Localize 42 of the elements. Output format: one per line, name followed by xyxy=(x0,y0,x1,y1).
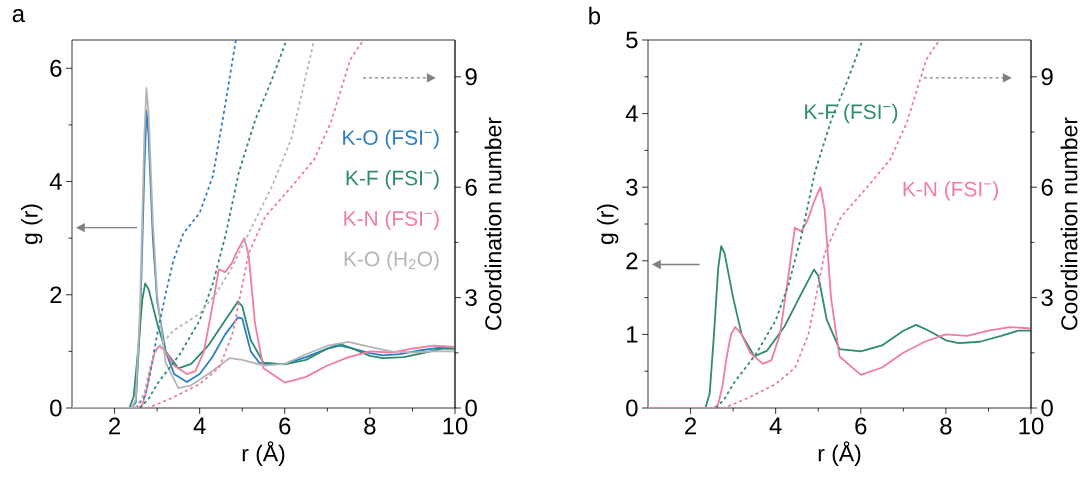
y2-tick-label: 0 xyxy=(1041,399,1053,417)
text: K-F (FSI$^{−}$) xyxy=(346,170,439,190)
x-tick-label: 6 xyxy=(855,417,867,435)
y2-axis-title: Coordination number xyxy=(484,117,502,330)
y-tick-label: 0 xyxy=(50,399,62,417)
x-tick-label: 10 xyxy=(443,417,468,435)
y-tick-label: 2 xyxy=(626,252,638,270)
chart-title: b xyxy=(589,6,601,25)
x-axis-title: r (Å) xyxy=(818,441,861,467)
x-tick-label: 8 xyxy=(940,417,952,435)
x-tick-label: 4 xyxy=(769,417,782,434)
chart-title: a xyxy=(12,9,26,23)
x-tick-label: 6 xyxy=(279,417,291,435)
y2-tick-label: 6 xyxy=(1041,178,1053,196)
x-tick-label: 2 xyxy=(685,417,697,435)
y-tick-label: 6 xyxy=(50,59,62,77)
text: K-N (FSI$^{−}$) xyxy=(903,181,998,201)
y-axis-title: g (r) xyxy=(21,204,43,245)
x-tick-label: 8 xyxy=(364,417,376,435)
y2-tick-label: 3 xyxy=(465,289,477,307)
y2-tick-label: 3 xyxy=(1041,289,1053,307)
y-tick-label: 3 xyxy=(626,178,638,196)
text: K-F (FSI$^{−}$) xyxy=(805,103,898,124)
text: K-O (H$_{2}$O) xyxy=(344,251,439,271)
y-tick-label: 0 xyxy=(626,399,638,417)
text: K-O (FSI$^{−}$) xyxy=(343,129,439,150)
x-tick-label: 2 xyxy=(109,417,120,435)
y-tick-label: 5 xyxy=(626,31,638,49)
y2-tick-label: 9 xyxy=(1041,68,1053,86)
x-tick-label: 10 xyxy=(1019,417,1044,435)
y2-tick-label: 9 xyxy=(465,68,477,86)
y-tick-label: 1 xyxy=(627,326,638,343)
y2-tick-label: 6 xyxy=(465,178,477,196)
y-axis-title: g (r) xyxy=(597,204,619,245)
y2-axis-title: Coordination number xyxy=(1060,117,1078,330)
x-tick-label: 4 xyxy=(193,417,206,434)
y2-tick-label: 0 xyxy=(465,399,477,417)
y-tick-label: 4 xyxy=(49,173,62,190)
text: K-N (FSI$^{−}$) xyxy=(344,210,439,231)
x-axis-title: r (Å) xyxy=(242,441,285,467)
y-tick-label: 4 xyxy=(625,105,638,122)
y-tick-label: 2 xyxy=(50,286,62,304)
